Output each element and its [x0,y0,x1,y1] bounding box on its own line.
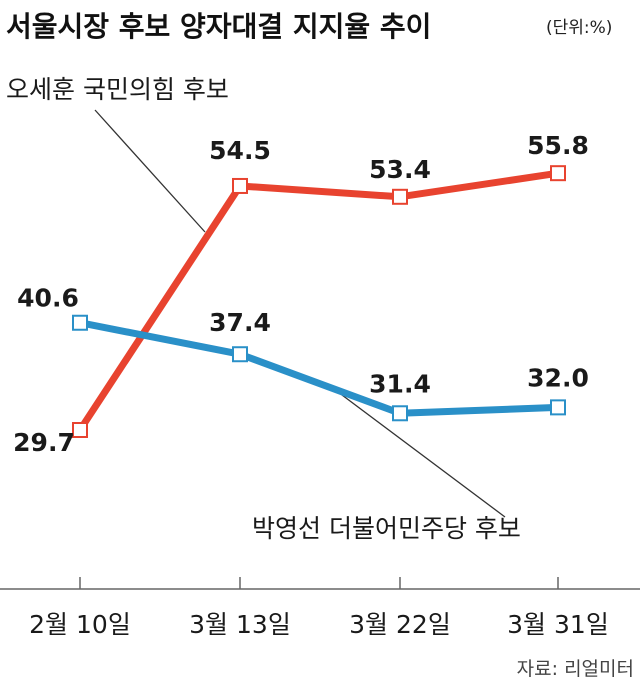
series-lines [76,169,562,434]
x-tick-label-2: 3월 22일 [349,610,451,639]
data-label-oh-3: 55.8 [527,131,589,160]
series-line-park [76,319,562,417]
data-label-park-0: 40.6 [17,284,79,313]
series-line-oh [76,169,562,434]
data-label-park-3: 32.0 [527,363,589,392]
unit-label: (단위:%) [546,18,612,38]
source-note: 자료: 리얼미터 [517,658,634,680]
marker-park-3 [550,399,566,416]
series-name-park: 박영선 더불어민주당 후보 [252,514,521,543]
chart-title: 서울시장 후보 양자대결 지지율 추이 [6,10,431,43]
series-name-oh: 오세훈 국민의힘 후보 [6,75,229,104]
x-axis-ticks: 2월 10일 3월 13일 3월 22일 3월 31일 [29,577,609,639]
marker-park-2 [392,405,408,422]
leader-lines [94,109,506,518]
data-label-park-1: 37.4 [209,308,271,337]
marker-oh-2 [392,188,408,205]
data-label-oh-0: 29.7 [13,428,75,457]
data-markers [72,165,566,438]
x-tick-label-1: 3월 13일 [189,610,291,639]
marker-oh-0 [72,422,88,438]
marker-oh-3 [550,165,566,182]
data-label-oh-1: 54.5 [209,136,271,165]
x-tick-label-0: 2월 10일 [29,610,131,639]
marker-oh-1 [232,177,248,194]
data-label-park-2: 31.4 [369,369,431,398]
leader-line-oh [94,109,206,233]
data-labels: 29.7 54.5 53.4 55.8 40.6 37.4 31.4 32.0 [13,131,589,457]
x-tick-label-3: 3월 31일 [507,610,609,639]
marker-park-0 [72,314,88,331]
data-label-oh-2: 53.4 [369,155,431,184]
marker-park-1 [232,346,248,363]
leader-line-park [337,391,506,518]
